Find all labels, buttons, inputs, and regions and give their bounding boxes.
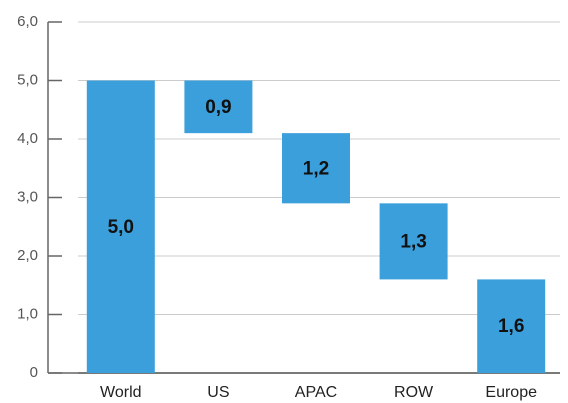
y-tick-label: 0 [30, 364, 38, 381]
x-tick-label: World [100, 384, 142, 401]
bar [477, 279, 546, 373]
value-label: 1,3 [400, 231, 426, 252]
y-tick-label: 3,0 [17, 188, 38, 205]
y-tick-label: 4,0 [17, 130, 38, 147]
x-tick-label: ROW [394, 384, 434, 401]
value-label: 0,9 [205, 97, 231, 118]
bar [282, 133, 350, 204]
x-tick-label: US [207, 384, 229, 401]
bar [379, 203, 448, 280]
value-label: 5,0 [108, 217, 134, 238]
y-tick-label: 5,0 [17, 71, 38, 88]
x-tick-label: APAC [295, 384, 337, 401]
bar [184, 80, 253, 134]
value-label: 1,6 [498, 316, 524, 337]
x-tick-label: Europe [485, 384, 537, 401]
bar [86, 80, 155, 373]
y-tick-label: 6,0 [17, 13, 38, 30]
value-label: 1,2 [303, 158, 329, 179]
y-tick-label: 2,0 [17, 247, 38, 264]
y-tick-label: 1,0 [17, 305, 38, 322]
